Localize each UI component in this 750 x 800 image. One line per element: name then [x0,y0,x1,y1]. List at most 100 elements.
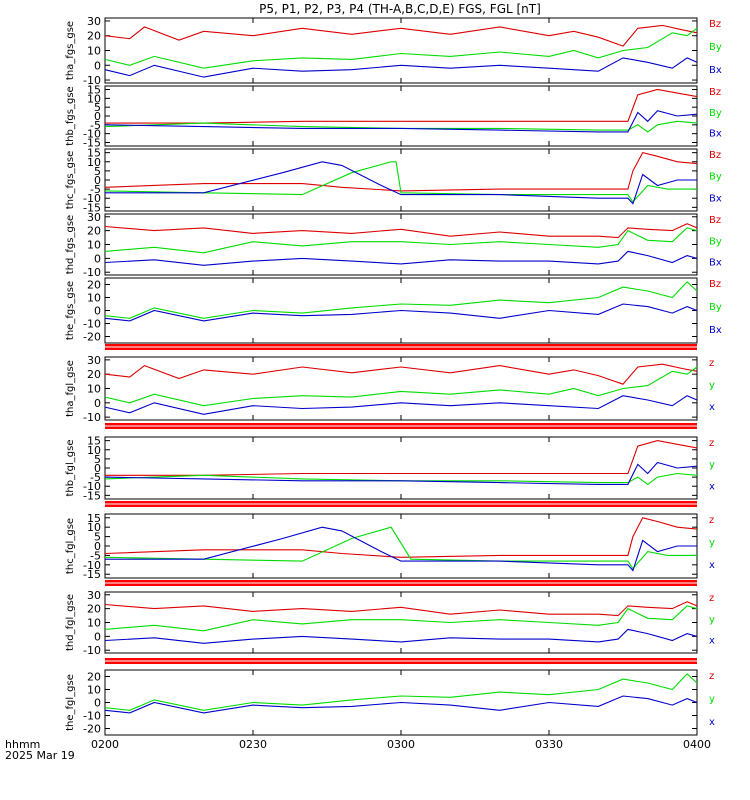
series-x-line [104,395,698,415]
y-tick-label: 0 [94,540,101,553]
y-tick-label: 0 [94,462,101,475]
legend-y: y [709,614,715,625]
y-tick-label: -10 [83,74,101,87]
y-axis-label: the_fgl_gse [65,674,76,731]
series-y-line [104,673,698,711]
y-tick-label: 20 [87,603,101,616]
legend-z: z [709,358,714,369]
time-unit-label: hhmm [5,738,40,751]
series-By-line [104,161,697,203]
series-Bx-line [104,303,698,322]
series-By-line [104,227,698,254]
y-tick-label: 10 [87,156,101,169]
y-tick-label: 30 [87,15,101,28]
series-x-line [104,695,698,714]
y-tick-label: -5 [90,471,101,484]
legend-Bx: Bx [709,193,722,204]
series-y-line [104,526,697,570]
y-tick-label: -5 [90,119,101,132]
legend-x: x [709,636,715,647]
date-label: 2025 Mar 19 [5,749,75,762]
legend-z: z [709,515,714,526]
y-tick-label: -5 [90,549,101,562]
y-axis-label: thd_fgs_gse [65,215,76,274]
series-y-line [104,472,698,486]
y-tick-label: 15 [87,147,101,160]
y-axis-label: tha_fgs_gse [65,21,76,80]
series-x-line [104,461,698,485]
y-tick-label: 5 [94,453,101,466]
fgl-separators [105,344,697,664]
y-tick-label: -10 [83,266,101,279]
y-tick-label: 20 [87,30,101,43]
y-axis-label: thb_fgs_gse [65,86,76,145]
series-Bx-line [105,161,697,205]
y-tick-label: -15 [83,568,101,581]
time-tick-label: 0230 [239,738,267,751]
series-Bx-line [104,110,698,133]
y-tick-label: 30 [87,354,101,367]
y-tick-label: 0 [94,59,101,72]
time-tick-label: 0400 [683,738,711,751]
legend-Bx: Bx [709,258,722,269]
panel-tha_fgs_gse: -10 010 20 30 tha_fgs_gse Bz By Bx [65,15,722,87]
y-tick-label: 15 [87,84,101,97]
y-tick-label: 15 [87,435,101,448]
y-tick-label: -10 [83,644,101,657]
y-tick-label: 20 [87,279,101,292]
legend-x: x [709,560,715,571]
legend-Bz: Bz [709,279,721,290]
y-tick-label: 0 [94,697,101,710]
y-tick-label: -10 [83,411,101,424]
y-tick-label: 10 [87,239,101,252]
y-tick-label: 5 [94,101,101,114]
y-tick-label: 5 [94,531,101,544]
y-tick-label: 0 [94,252,101,265]
y-tick-label: 10 [87,444,101,457]
y-tick-label: 10 [87,684,101,697]
y-tick-label: 0 [94,110,101,123]
y-tick-label: 15 [87,512,101,525]
legend-Bz: Bz [709,150,721,161]
y-tick-label: 5 [94,165,101,178]
legend-By: By [709,172,722,183]
y-tick-label: -10 [83,192,101,205]
time-axis: 0200 0230 0300 0330 0400 [91,738,711,751]
series-Bz-line [104,223,698,239]
legend-y: y [709,538,715,549]
y-tick-label: 10 [87,92,101,105]
y-tick-label: 0 [94,630,101,643]
y-tick-label: -15 [83,201,101,214]
y-tick-label: -10 [83,710,101,723]
time-tick-label: 0200 [91,738,119,751]
y-tick-label: -20 [83,723,101,736]
series-x-line [104,628,698,644]
y-axis-label: thc_fgs_gse [65,151,76,210]
y-tick-label: 20 [87,225,101,238]
y-tick-label: -10 [83,128,101,141]
legend-By: By [709,302,722,313]
legend-Bx: Bx [709,325,722,336]
panel-frame [104,85,698,147]
y-tick-label: 10 [87,292,101,305]
legend-x: x [709,481,715,492]
time-tick-label: 0330 [535,738,563,751]
legend-By: By [709,42,722,53]
legend-z: z [709,593,714,604]
y-tick-label: 20 [87,671,101,684]
y-tick-label: 0 [94,174,101,187]
panel-frame [104,513,698,579]
legend-Bz: Bz [709,19,721,30]
panel-frame [104,148,698,212]
legend-x: x [709,717,715,728]
series-y-line [104,605,698,632]
y-axis-label: thc_fgl_gse [65,518,76,574]
y-tick-label: -10 [83,318,101,331]
legend-Bz: Bz [709,215,721,226]
